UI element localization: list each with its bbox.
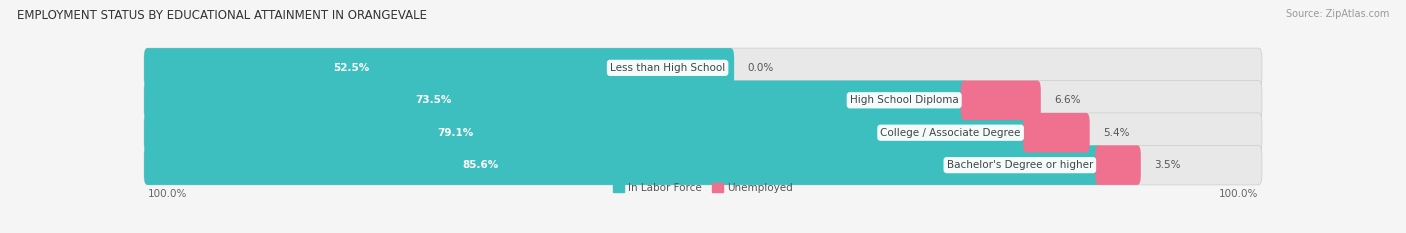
Text: Source: ZipAtlas.com: Source: ZipAtlas.com xyxy=(1285,9,1389,19)
Text: Bachelor's Degree or higher: Bachelor's Degree or higher xyxy=(946,160,1092,170)
Text: 79.1%: 79.1% xyxy=(437,128,474,138)
Text: College / Associate Degree: College / Associate Degree xyxy=(880,128,1021,138)
Text: 85.6%: 85.6% xyxy=(463,160,499,170)
FancyBboxPatch shape xyxy=(143,113,1029,152)
Text: 52.5%: 52.5% xyxy=(333,63,370,73)
Text: High School Diploma: High School Diploma xyxy=(849,95,959,105)
Text: 100.0%: 100.0% xyxy=(1219,189,1258,199)
Text: 5.4%: 5.4% xyxy=(1104,128,1129,138)
FancyBboxPatch shape xyxy=(1095,145,1140,185)
Text: 0.0%: 0.0% xyxy=(748,63,773,73)
FancyBboxPatch shape xyxy=(1024,113,1090,152)
Text: Less than High School: Less than High School xyxy=(610,63,725,73)
Legend: In Labor Force, Unemployed: In Labor Force, Unemployed xyxy=(613,183,793,193)
FancyBboxPatch shape xyxy=(143,81,967,120)
Text: EMPLOYMENT STATUS BY EDUCATIONAL ATTAINMENT IN ORANGEVALE: EMPLOYMENT STATUS BY EDUCATIONAL ATTAINM… xyxy=(17,9,427,22)
Text: 6.6%: 6.6% xyxy=(1054,95,1081,105)
Text: 3.5%: 3.5% xyxy=(1154,160,1181,170)
FancyBboxPatch shape xyxy=(143,81,1263,120)
FancyBboxPatch shape xyxy=(143,145,1102,185)
FancyBboxPatch shape xyxy=(143,145,1263,185)
Text: 73.5%: 73.5% xyxy=(415,95,451,105)
Text: 100.0%: 100.0% xyxy=(148,189,187,199)
FancyBboxPatch shape xyxy=(143,113,1263,152)
FancyBboxPatch shape xyxy=(960,81,1040,120)
FancyBboxPatch shape xyxy=(143,48,1263,88)
FancyBboxPatch shape xyxy=(143,48,734,88)
